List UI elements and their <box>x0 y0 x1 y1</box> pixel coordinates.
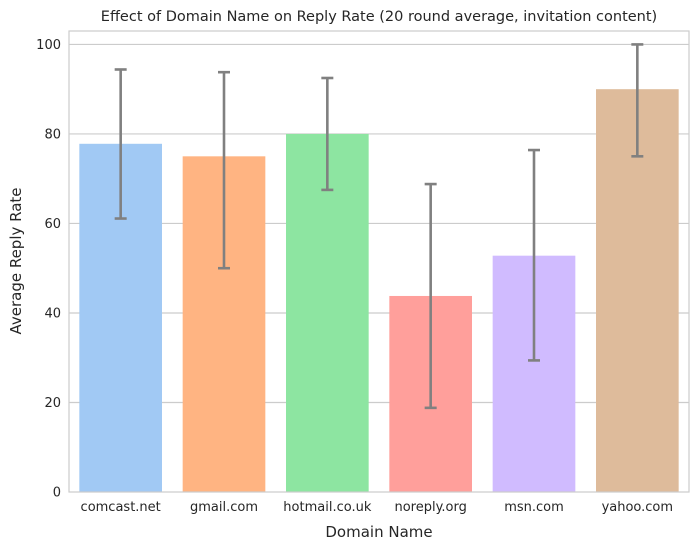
y-tick-labels: 0 20 40 60 80 100 <box>36 38 61 501</box>
y-tick-label: 0 <box>53 486 61 501</box>
x-tick-label: noreply.org <box>394 500 466 515</box>
x-tick-label: msn.com <box>504 500 564 515</box>
plot-frame <box>68 30 690 493</box>
chart-title: Effect of Domain Name on Reply Rate (20 … <box>101 9 657 25</box>
y-tick-label: 80 <box>44 127 61 142</box>
y-tick-label: 20 <box>44 396 61 411</box>
bar <box>286 133 369 492</box>
y-tick-label: 60 <box>44 217 61 232</box>
y-tick-label: 100 <box>36 38 61 53</box>
gridlines <box>69 43 689 404</box>
y-axis-label: Average Reply Rate <box>7 187 25 334</box>
x-tick-label: gmail.com <box>190 500 258 515</box>
x-tick-label: comcast.net <box>81 500 161 515</box>
y-tick-label: 40 <box>44 306 61 321</box>
x-tick-label: yahoo.com <box>602 500 673 515</box>
error-bars <box>114 43 644 410</box>
bars <box>79 89 679 493</box>
x-axis-label: Domain Name <box>325 523 432 541</box>
x-tick-label: hotmail.co.uk <box>283 500 372 515</box>
x-tick-labels: comcast.net gmail.com hotmail.co.uk noreply… <box>81 500 674 515</box>
